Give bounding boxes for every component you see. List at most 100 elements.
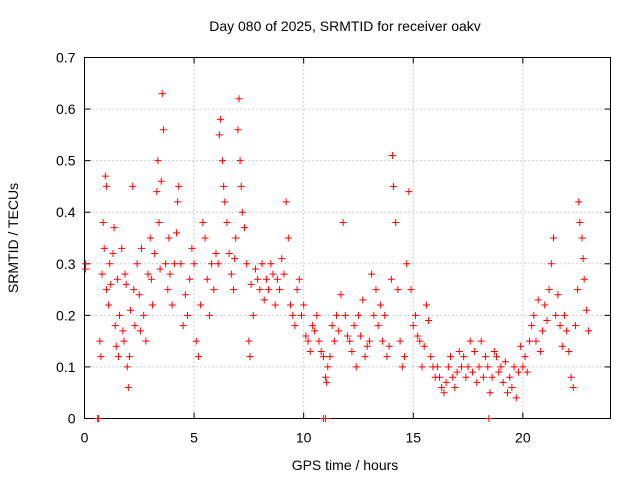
data-point	[556, 322, 564, 330]
data-point	[166, 270, 174, 278]
grid-lines	[84, 57, 611, 419]
data-point	[365, 337, 373, 345]
data-point	[333, 311, 341, 319]
data-point	[368, 270, 376, 278]
data-point	[578, 234, 586, 242]
data-point	[121, 270, 129, 278]
data-point	[154, 157, 162, 165]
data-point	[123, 363, 131, 371]
data-point	[144, 270, 152, 278]
data-point	[341, 311, 349, 319]
data-point	[98, 270, 106, 278]
data-point	[464, 363, 472, 371]
data-point	[265, 286, 273, 294]
y-tick-label: 0	[68, 411, 76, 427]
data-point	[297, 311, 305, 319]
data-point	[576, 219, 584, 227]
data-point	[192, 337, 200, 345]
data-point	[484, 363, 492, 371]
y-tick-label: 0.4	[56, 204, 76, 220]
data-point	[350, 322, 358, 330]
data-point	[497, 363, 505, 371]
data-point	[490, 347, 498, 355]
data-point	[400, 353, 408, 361]
data-point	[348, 347, 356, 355]
data-point	[337, 291, 345, 299]
y-tick-label: 0.1	[56, 359, 76, 375]
data-point	[455, 347, 463, 355]
data-point	[501, 358, 509, 366]
data-point	[575, 198, 583, 206]
data-point	[269, 270, 277, 278]
data-point	[105, 301, 113, 309]
data-point	[130, 286, 138, 294]
data-point	[262, 275, 270, 283]
data-point	[162, 260, 170, 268]
data-point	[427, 353, 435, 361]
data-point	[276, 286, 284, 294]
data-point	[147, 275, 155, 283]
data-point	[311, 327, 319, 335]
data-point	[405, 188, 413, 196]
data-point	[534, 296, 542, 304]
data-point	[125, 353, 133, 361]
data-point	[514, 368, 522, 376]
y-tick-label: 0.6	[56, 101, 76, 117]
data-point	[453, 368, 461, 376]
data-point	[530, 311, 538, 319]
data-point	[188, 244, 196, 252]
data-point	[407, 286, 415, 294]
data-point	[425, 317, 433, 325]
data-point	[237, 182, 245, 190]
data-point	[525, 337, 533, 345]
data-point	[96, 337, 104, 345]
data-point	[503, 389, 511, 397]
data-point	[499, 378, 507, 386]
data-point	[444, 363, 452, 371]
data-point	[231, 255, 239, 263]
data-point	[519, 363, 527, 371]
data-point	[280, 270, 288, 278]
x-axis-label: GPS time / hours	[292, 457, 399, 473]
data-point	[216, 115, 224, 123]
data-point	[155, 219, 163, 227]
data-point	[282, 198, 290, 206]
data-point	[246, 353, 254, 361]
y-tick-label: 0.7	[56, 50, 76, 66]
data-point	[109, 249, 117, 257]
data-point	[328, 322, 336, 330]
data-point	[352, 363, 360, 371]
axis-marker-point	[485, 415, 493, 422]
data-point	[304, 337, 312, 345]
data-point	[137, 244, 145, 252]
data-point	[302, 332, 310, 340]
data-point	[295, 275, 303, 283]
data-point	[571, 322, 579, 330]
data-point	[243, 260, 251, 268]
data-point	[394, 286, 402, 294]
data-point	[168, 301, 176, 309]
data-point	[157, 177, 165, 185]
data-point	[385, 342, 393, 350]
data-point	[569, 384, 577, 392]
data-point	[184, 311, 192, 319]
y-axis-label: SRMTID / TECUs	[5, 183, 21, 293]
data-point	[398, 363, 406, 371]
data-points	[82, 90, 593, 422]
data-point	[580, 275, 588, 283]
data-point	[256, 286, 264, 294]
data-point	[319, 353, 327, 361]
data-point	[388, 151, 396, 159]
data-point	[234, 126, 242, 134]
data-point	[113, 275, 121, 283]
data-point	[232, 234, 240, 242]
data-point	[387, 275, 395, 283]
data-point	[574, 286, 582, 294]
data-point	[383, 353, 391, 361]
data-point	[260, 296, 268, 304]
data-point	[330, 337, 338, 345]
data-point	[151, 249, 159, 257]
data-point	[122, 280, 130, 288]
data-point	[146, 234, 154, 242]
data-point	[326, 353, 334, 361]
